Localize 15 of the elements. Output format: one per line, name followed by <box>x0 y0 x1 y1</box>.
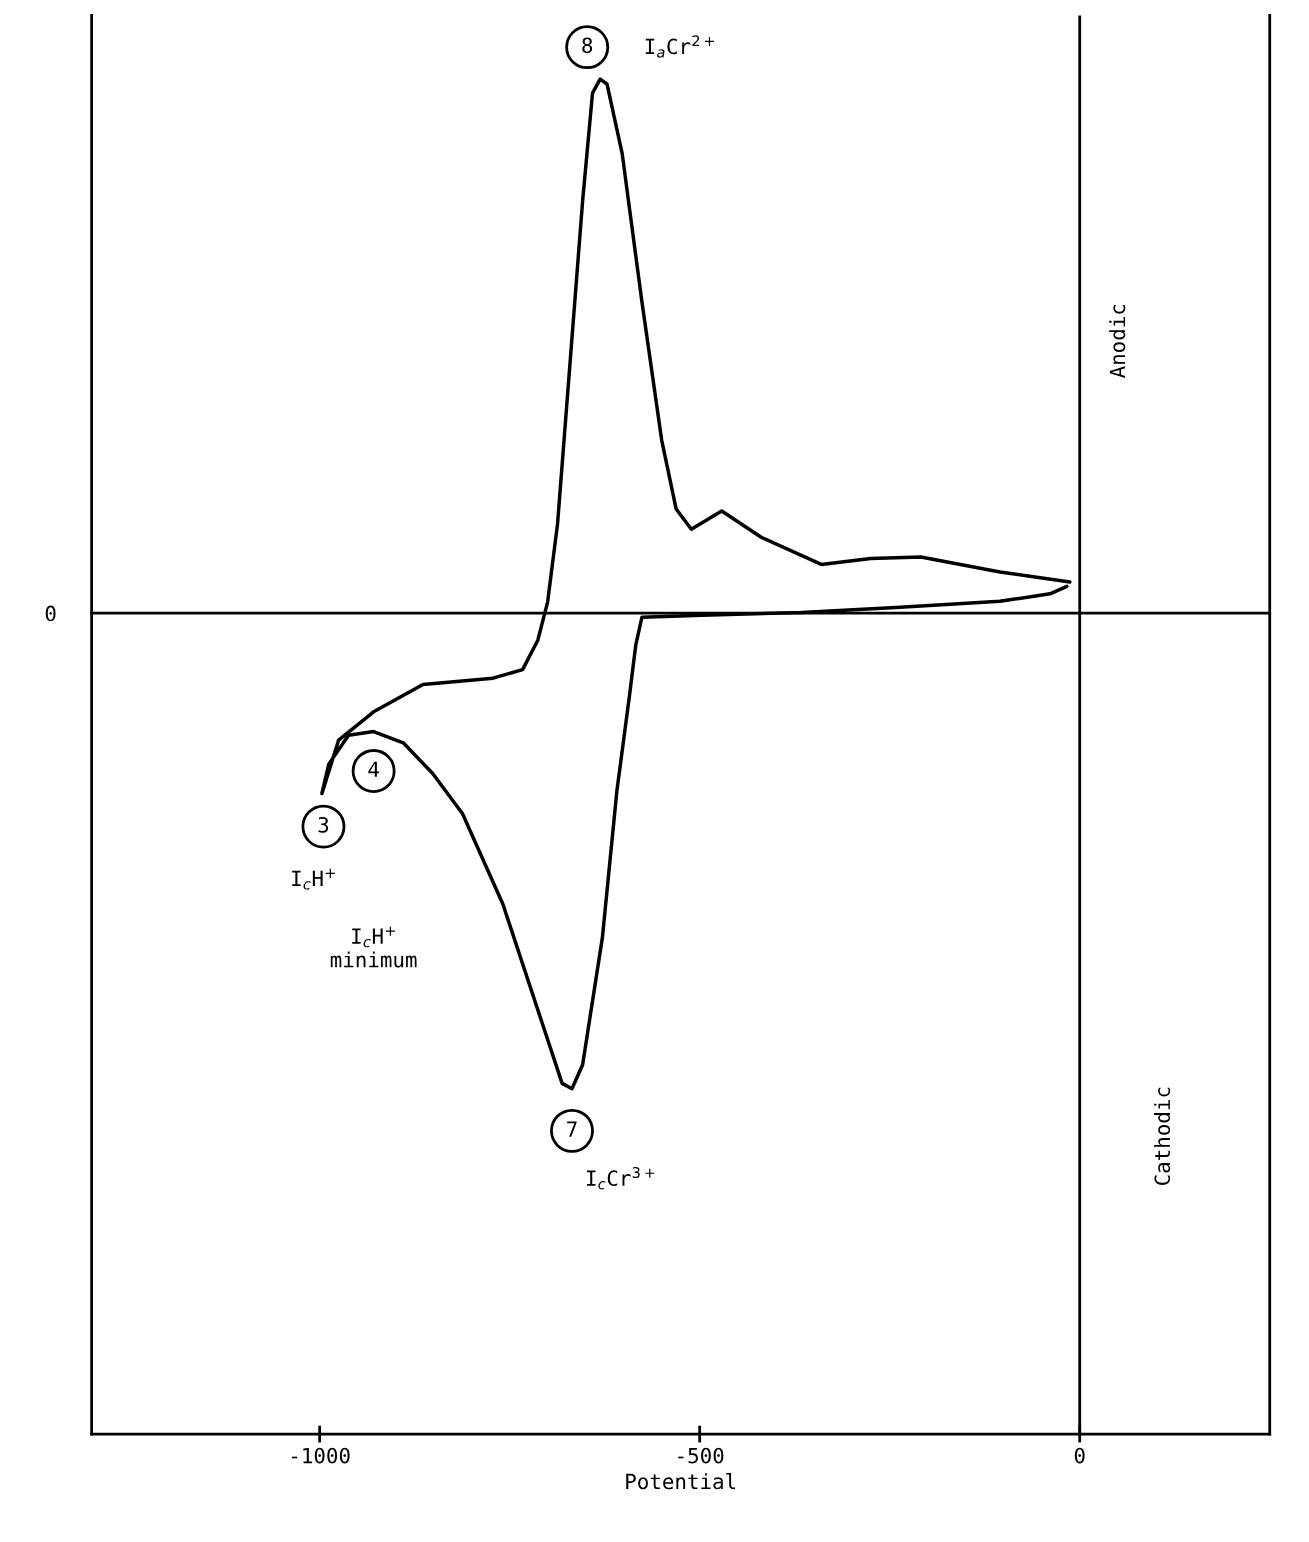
annotation: 3 <box>318 816 329 833</box>
text: 8 <box>582 37 593 54</box>
annotation: Anodic <box>1109 304 1126 379</box>
text: 7 <box>567 1121 577 1137</box>
x-tick-label: -1000 <box>291 1447 350 1464</box>
text: I$_{c}$Cr$^{3+}$ <box>587 1166 655 1190</box>
annotation: I$_{c}$H$^{+}$ <box>292 868 335 890</box>
x-tick-label: 0 <box>1074 1447 1085 1464</box>
annotation: I$_{c}$H$^{+}$ minimum <box>330 926 417 968</box>
x-tick-label: -500 <box>678 1447 724 1464</box>
annotation: 4 <box>368 761 379 777</box>
annotation: Cathodic <box>1154 1087 1171 1185</box>
x-axis-title: Potential <box>626 1473 736 1490</box>
text: I$_{a}$Cr$^{2+}$ <box>645 35 715 58</box>
text: 0 <box>45 605 56 622</box>
